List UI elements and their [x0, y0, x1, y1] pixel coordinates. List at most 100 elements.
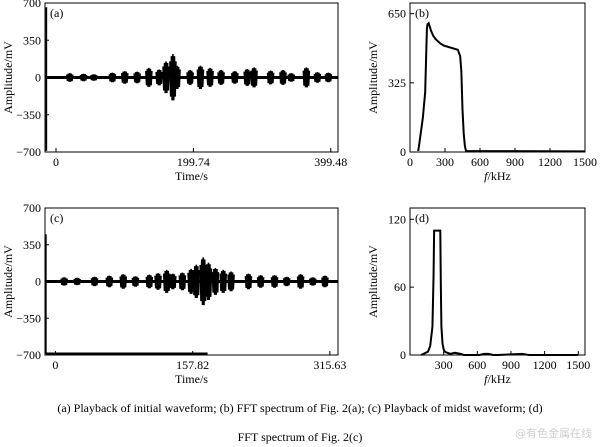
- burst: [266, 70, 275, 85]
- burst: [173, 65, 181, 89]
- y-axis-label: Amplitude/mV: [1, 245, 15, 318]
- burst: [90, 74, 98, 81]
- y-tick-label: −700: [16, 145, 41, 159]
- panel-b: 0 325 650 0 300 600 900 1200 1500 (b) Amplitude/mV…: [366, 2, 597, 183]
- panel-d: 0 60 120 300 600 900 1200 1500 (d) Amplitude/mV f/…: [366, 207, 590, 386]
- burst: [211, 267, 220, 295]
- panel-a: −700 −350 0 350 700 0 199.74 399.48 (a) Amplitude…: [1, 0, 347, 183]
- burst: [244, 273, 253, 290]
- panel-label: (a): [50, 6, 63, 20]
- panel-label: (c): [50, 211, 63, 225]
- burst: [60, 277, 68, 286]
- burst: [108, 72, 117, 83]
- burst: [145, 274, 154, 289]
- spectrum-line: [417, 21, 586, 153]
- caption-line-1: (a) Playback of initial waveform; (b) FF…: [57, 401, 543, 415]
- y-tick-label: −350: [16, 311, 41, 325]
- burst: [204, 262, 213, 300]
- burst: [227, 271, 235, 292]
- y-tick-label: 0: [35, 71, 41, 85]
- waveform: [45, 234, 338, 355]
- burst: [145, 67, 153, 87]
- burst: [79, 73, 88, 82]
- x-tick-label: 315.63: [313, 358, 346, 372]
- burst: [73, 277, 81, 286]
- y-axis-label: Amplitude/mV: [366, 41, 380, 114]
- burst: [256, 275, 265, 288]
- y-tick-label: 650: [388, 7, 406, 21]
- x-tick-label: 157.82: [176, 358, 209, 372]
- burst: [250, 67, 258, 88]
- burst: [321, 275, 329, 288]
- panel-c: −700 −350 0 350 700 0 157.82 315.63 (c) Amplitude…: [1, 201, 346, 386]
- x-tick-label: 1500: [573, 155, 597, 169]
- y-tick-label: −350: [16, 108, 41, 122]
- burst: [270, 275, 279, 288]
- x-axis-label: f/kHz: [484, 372, 511, 386]
- y-tick-label: 60: [394, 280, 406, 294]
- burst: [324, 72, 333, 83]
- panel-label: (d): [415, 211, 429, 225]
- y-tick-label: 700: [23, 201, 41, 215]
- y-axis-label: Amplitude/mV: [366, 245, 380, 318]
- panel-label: (b): [415, 6, 429, 20]
- burst: [217, 70, 225, 85]
- burst: [308, 277, 317, 286]
- x-tick-label: 900: [502, 358, 520, 372]
- x-tick-label: 600: [468, 358, 486, 372]
- waveform: [45, 7, 338, 151]
- y-tick-label: 0: [400, 348, 406, 362]
- caption-line-2: FFT spectrum of Fig. 2(c): [237, 430, 363, 444]
- burst: [162, 269, 171, 293]
- burst: [313, 72, 322, 83]
- burst: [90, 276, 99, 287]
- figure: −700 −350 0 350 700 0 199.74 399.48 (a) Amplitude…: [1, 0, 597, 386]
- burst: [119, 274, 128, 289]
- x-tick-label: 300: [435, 358, 453, 372]
- watermark: @有色金属在线: [515, 427, 592, 440]
- burst: [105, 275, 114, 288]
- burst: [133, 71, 141, 84]
- burst: [169, 273, 177, 290]
- x-tick-label: 0: [52, 358, 58, 372]
- x-tick-label: 900: [506, 155, 524, 169]
- y-tick-label: 350: [23, 33, 41, 47]
- burst: [178, 272, 187, 291]
- x-axis-label: f/kHz: [484, 169, 511, 183]
- y-tick-label: 700: [23, 0, 41, 10]
- burst: [65, 73, 74, 82]
- burst: [206, 67, 214, 87]
- y-tick-label: 120: [388, 212, 406, 226]
- burst: [296, 274, 305, 289]
- burst: [154, 273, 162, 290]
- x-axis-label: Time/s: [175, 372, 208, 386]
- x-tick-label: 0: [407, 155, 413, 169]
- x-axis-label: Time/s: [175, 169, 208, 183]
- burst: [302, 67, 311, 88]
- burst: [231, 71, 239, 84]
- x-tick-label: 1200: [533, 358, 557, 372]
- burst: [279, 70, 287, 85]
- y-tick-label: 0: [400, 145, 406, 159]
- y-tick-label: −700: [16, 348, 41, 362]
- x-tick-label: 300: [436, 155, 454, 169]
- burst: [155, 69, 163, 86]
- x-tick-label: 1500: [566, 358, 590, 372]
- burst: [120, 71, 129, 84]
- burst: [186, 70, 194, 85]
- y-axis-label: Amplitude/mV: [1, 41, 15, 114]
- burst: [192, 264, 201, 298]
- burst: [131, 276, 140, 287]
- burst: [219, 269, 228, 293]
- burst: [282, 276, 291, 287]
- burst: [196, 65, 205, 89]
- x-tick-label: 600: [471, 155, 489, 169]
- burst: [162, 61, 170, 94]
- y-tick-label: 350: [23, 238, 41, 252]
- spectrum-line: [420, 229, 579, 356]
- burst: [287, 73, 296, 82]
- burst: [243, 68, 252, 86]
- plot-frame: [409, 2, 586, 153]
- x-tick-label: 399.48: [314, 155, 347, 169]
- y-tick-label: 325: [388, 76, 406, 90]
